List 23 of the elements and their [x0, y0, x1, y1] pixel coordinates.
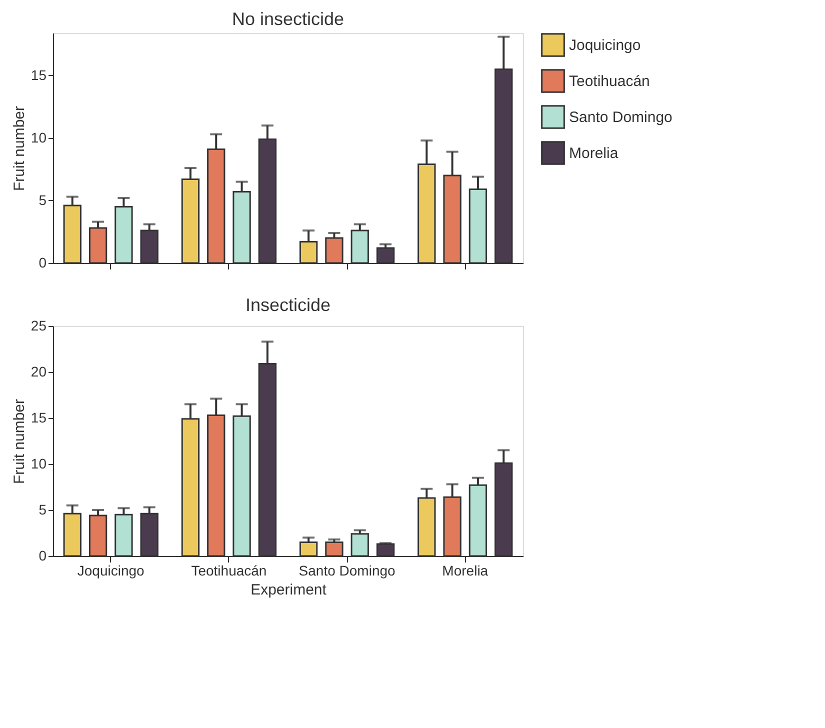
x-tick-label: Santo Domingo — [298, 562, 396, 578]
y-tick-label: 5 — [38, 502, 47, 518]
chart-title: No insecticide — [232, 9, 344, 29]
legend-label: Teotihuacán — [569, 73, 650, 90]
y-tick-label: 15 — [30, 67, 47, 83]
y-tick-label: 0 — [38, 254, 47, 270]
x-axis-title: Experiment — [250, 582, 328, 598]
y-tick-label: 5 — [38, 192, 47, 208]
y-axis-title: Fruit number — [10, 398, 28, 484]
y-tick-label: 25 — [30, 318, 47, 334]
x-tick-label: Teotihuacán — [191, 562, 267, 578]
y-tick-label: 0 — [38, 548, 47, 564]
y-axis-title: Fruit number — [10, 106, 28, 192]
x-tick-label: Morelia — [442, 562, 488, 578]
legend-label: Joquicingo — [569, 37, 641, 54]
y-tick-label: 10 — [30, 130, 47, 146]
y-tick-label: 15 — [30, 410, 47, 426]
legend-label: Morelia — [569, 145, 619, 162]
y-tick-label: 20 — [30, 364, 47, 380]
x-tick-label: Joquicingo — [77, 562, 145, 578]
chart-title: Insecticide — [245, 295, 331, 315]
y-tick-label: 10 — [30, 456, 47, 472]
legend-label: Santo Domingo — [569, 109, 672, 126]
